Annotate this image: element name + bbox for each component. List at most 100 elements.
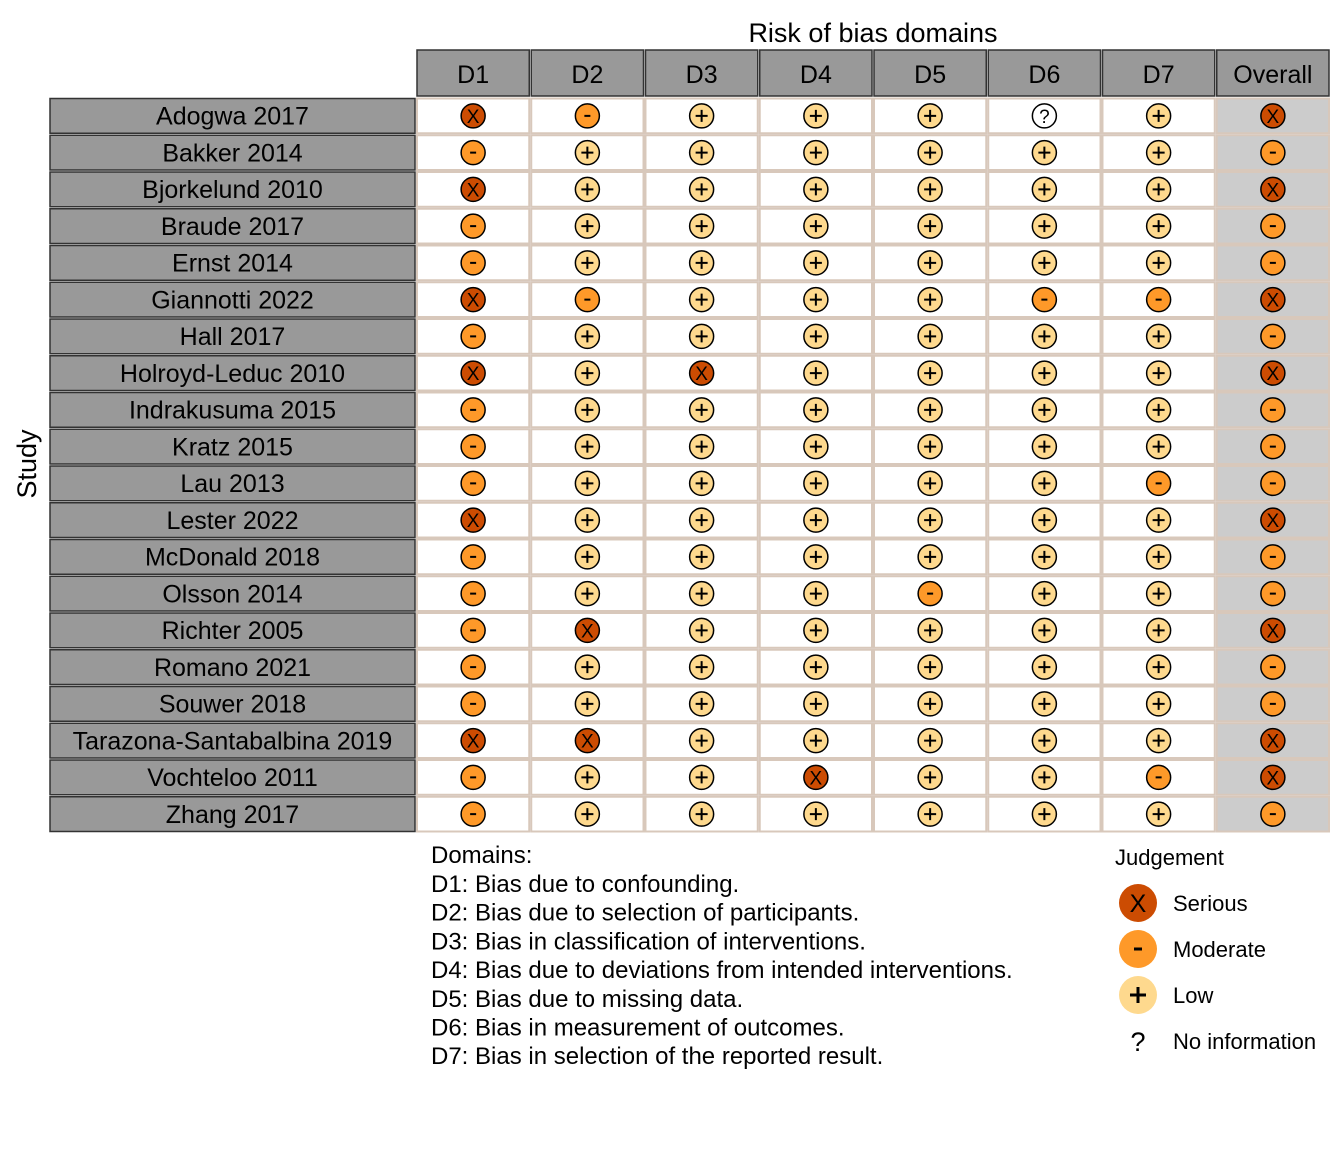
judgement-symbol bbox=[924, 330, 937, 343]
judgement-mark-serious: X bbox=[803, 764, 829, 791]
domain-header-row: D1 D2 D3 D4 D5 D6 D7 Overall bbox=[416, 49, 1330, 97]
column-header-label: D7 bbox=[1143, 61, 1175, 89]
judgement-mark-low bbox=[574, 801, 601, 827]
study-label-box bbox=[49, 97, 416, 134]
study-label: Kratz 2015 bbox=[172, 433, 293, 461]
judgement-mark-moderate bbox=[460, 764, 486, 791]
domain-description: D5: Bias due to missing data. bbox=[431, 986, 743, 1013]
judgement-mark-low bbox=[574, 507, 601, 533]
column-header-label: D3 bbox=[686, 61, 718, 89]
judgement-symbol bbox=[809, 109, 822, 122]
judgement-symbol bbox=[1038, 550, 1051, 563]
study-label-box bbox=[49, 538, 416, 575]
judgement-mark-low bbox=[688, 507, 715, 533]
judgement-mark-moderate bbox=[460, 433, 486, 460]
study-label: McDonald 2018 bbox=[145, 544, 320, 572]
study-label-box bbox=[49, 612, 416, 649]
judgement-mark-low bbox=[803, 507, 829, 533]
judgement-symbol bbox=[581, 403, 594, 416]
judgement-mark-low bbox=[574, 397, 601, 423]
judgement-symbol bbox=[581, 367, 594, 380]
judgement-mark-low bbox=[688, 103, 715, 129]
judgement-mark-moderate bbox=[1260, 250, 1286, 276]
judgement-mark-low bbox=[803, 103, 829, 129]
y-axis-label: Study bbox=[12, 429, 42, 499]
judgement-mark-moderate bbox=[1260, 213, 1286, 239]
judgement-mark-moderate bbox=[1260, 397, 1286, 423]
judgement-symbol: ? bbox=[1039, 107, 1050, 128]
judgement-symbol bbox=[809, 808, 822, 821]
judgement-symbol bbox=[695, 403, 708, 416]
judgement-mark-low bbox=[1031, 691, 1058, 717]
judgement-mark-low bbox=[917, 397, 943, 423]
judgement-symbol: X bbox=[467, 364, 480, 385]
study-label: Richter 2005 bbox=[162, 617, 304, 645]
study-label: Adogwa 2017 bbox=[156, 103, 309, 131]
judgement-symbol bbox=[924, 367, 937, 380]
judgement-symbol bbox=[809, 624, 822, 637]
judgement-mark-moderate bbox=[1260, 470, 1286, 497]
judgement-mark-low bbox=[917, 470, 943, 497]
judgement-mark-low bbox=[574, 691, 601, 717]
judgement-mark-moderate bbox=[1260, 139, 1286, 166]
judgement-mark-low bbox=[574, 470, 601, 497]
judgement-mark-serious: X bbox=[1260, 507, 1286, 533]
judgement-mark-low bbox=[917, 764, 943, 791]
judgement-symbol bbox=[1038, 256, 1051, 269]
judgement-symbol: X bbox=[581, 621, 594, 642]
study-label-box bbox=[49, 796, 416, 833]
judgement-mark-moderate bbox=[1031, 286, 1058, 313]
domain-description: D1: Bias due to confounding. bbox=[431, 871, 739, 898]
judgement-symbol: X bbox=[467, 291, 480, 312]
judgement-symbol bbox=[1152, 403, 1165, 416]
judgement-mark-low bbox=[574, 139, 601, 166]
judgement-symbol bbox=[695, 697, 708, 710]
judgement-symbol bbox=[581, 330, 594, 343]
judgement-symbol bbox=[809, 734, 822, 747]
judgement-mark-moderate bbox=[460, 213, 486, 239]
judgement-circle bbox=[1260, 507, 1286, 533]
study-label: Bjorkelund 2010 bbox=[142, 176, 323, 204]
judgement-symbol bbox=[809, 550, 822, 563]
judgement-circle bbox=[1260, 103, 1286, 129]
judgement-symbol bbox=[581, 587, 594, 600]
judgement-mark-low bbox=[917, 176, 943, 203]
judgement-symbol bbox=[924, 477, 937, 490]
judgement-mark-low bbox=[1145, 103, 1172, 129]
study-label: Zhang 2017 bbox=[166, 801, 299, 829]
judgement-mark-low bbox=[803, 544, 829, 570]
study-label-box bbox=[49, 281, 416, 318]
judgement-circle bbox=[574, 727, 601, 754]
judgement-symbol bbox=[695, 661, 708, 674]
judgement-mark-low bbox=[917, 654, 943, 680]
column-header-label: D2 bbox=[571, 61, 603, 89]
judgement-mark-moderate bbox=[460, 139, 486, 166]
study-label-box bbox=[49, 465, 416, 502]
judgement-mark-low bbox=[917, 213, 943, 239]
judgement-mark-low bbox=[688, 801, 715, 827]
judgement-mark-low bbox=[1031, 433, 1058, 460]
judgement-mark-low bbox=[1031, 580, 1058, 607]
judgement-mark-low bbox=[803, 470, 829, 497]
domains-description: Domains: D1: Bias due to confounding.D2:… bbox=[431, 842, 1013, 1070]
judgement-symbol bbox=[581, 697, 594, 710]
study-label-box bbox=[49, 649, 416, 686]
judgement-symbol bbox=[581, 183, 594, 196]
judgement-mark-low bbox=[917, 691, 943, 717]
judgement-mark-low bbox=[917, 801, 943, 827]
judgement-symbol bbox=[1038, 734, 1051, 747]
judgement-mark-low bbox=[1145, 727, 1172, 754]
judgement-symbol bbox=[809, 477, 822, 490]
judgement-symbol bbox=[809, 367, 822, 380]
judgement-symbol bbox=[924, 771, 937, 784]
judgement-symbol: X bbox=[467, 732, 480, 753]
judgement-mark-low bbox=[688, 397, 715, 423]
judgement-symbol bbox=[809, 256, 822, 269]
judgement-mark-low bbox=[1031, 360, 1058, 386]
domain-description: D4: Bias due to deviations from intended… bbox=[431, 957, 1013, 984]
judgement-symbol: X bbox=[810, 768, 823, 789]
judgement-mark-low bbox=[688, 433, 715, 460]
judgement-mark-no-information: ? bbox=[1031, 103, 1058, 129]
judgement-symbol: X bbox=[467, 511, 480, 532]
